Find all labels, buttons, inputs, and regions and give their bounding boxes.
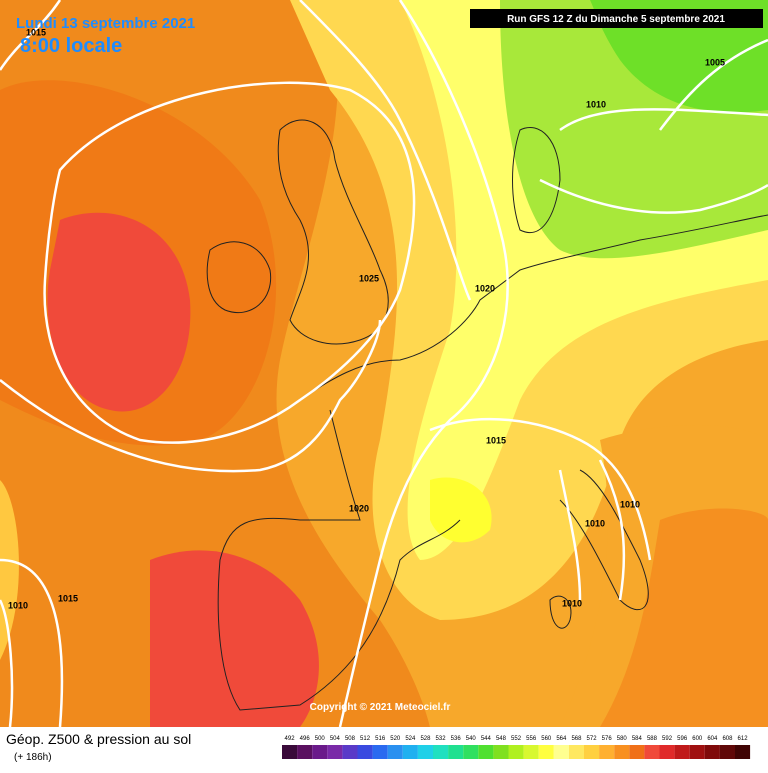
legend-value: 492 [285,736,296,742]
legend-value: 536 [451,736,462,742]
legend-value: 584 [632,736,643,742]
legend-value: 516 [375,736,386,742]
legend-swatch [372,745,388,759]
legend-swatch [614,745,630,759]
legend-value: 548 [496,736,507,742]
legend-swatch [599,745,615,759]
isobar-label: 1015 [26,27,46,37]
legend-swatch [704,745,720,759]
isobar-label: 1010 [620,499,640,509]
legend-value: 512 [360,736,371,742]
isobar-label: 1025 [359,273,379,283]
isobar-label: 1005 [705,57,725,67]
legend-swatch [448,745,464,759]
legend-value: 544 [481,736,492,742]
legend-value: 580 [617,736,628,742]
legend-value: 560 [541,736,552,742]
legend-value: 496 [300,736,311,742]
isobar-label: 1010 [585,518,605,528]
legend-swatch [402,745,418,759]
legend-value: 540 [466,736,477,742]
legend-swatch [312,745,328,759]
isobar-label: 1010 [8,600,28,610]
forecast-date: Lundi 13 septembre 2021 [16,15,195,32]
coastlines [206,119,768,711]
legend: 492 496 500 504 508 512 516 520 524 528 532 536 540 5… [282,736,751,759]
legend-swatch [297,745,313,759]
isobar-label: 1015 [58,593,78,603]
isobars [0,0,768,728]
isobar-label: 1020 [349,503,369,513]
legend-value: 592 [662,736,673,742]
legend-swatch [719,745,735,759]
legend-swatch [417,745,433,759]
legend-value: 524 [405,736,416,742]
legend-swatch [689,745,705,759]
legend-value: 556 [526,736,537,742]
legend-swatch [433,745,449,759]
legend-swatch [629,745,645,759]
legend-swatch [538,745,554,759]
run-info: Run GFS 12 Z du Dimanche 5 septembre 202… [507,14,725,25]
copyright: Copyright © 2021 Meteociel.fr [310,702,451,713]
legend-swatch [387,745,403,759]
legend-swatch [327,745,343,759]
legend-value: 528 [420,736,431,742]
legend-swatch [357,745,373,759]
legend-swatch [735,745,751,759]
legend-swatch [282,745,298,759]
legend-value: 564 [556,736,567,742]
legend-swatch [523,745,539,759]
legend-value: 500 [315,736,326,742]
legend-value: 604 [707,736,718,742]
isobar-label: 1010 [586,99,606,109]
legend-value: 612 [738,736,749,742]
footer-title: Géop. Z500 & pression au sol [6,731,191,747]
legend-swatch [674,745,690,759]
legend-swatch [553,745,569,759]
legend-value: 504 [330,736,341,742]
legend-value: 600 [692,736,703,742]
legend-value: 568 [571,736,582,742]
legend-value: 508 [345,736,356,742]
legend-swatch [478,745,494,759]
legend-swatch [342,745,358,759]
isobar-label: 1015 [486,435,506,445]
legend-value: 596 [677,736,688,742]
footer-lead: (+ 186h) [14,752,52,763]
legend-swatch [584,745,600,759]
isobar-label: 1020 [475,283,495,293]
legend-value: 520 [390,736,401,742]
legend-value: 588 [647,736,658,742]
legend-swatch [463,745,479,759]
legend-swatch [644,745,660,759]
legend-value: 532 [436,736,447,742]
legend-swatch [568,745,584,759]
isobar-label: 1010 [562,598,582,608]
legend-swatch [659,745,675,759]
legend-value: 608 [722,736,733,742]
legend-value: 576 [602,736,613,742]
legend-swatch [508,745,524,759]
legend-value: 552 [511,736,522,742]
legend-value: 572 [587,736,598,742]
legend-swatch [493,745,509,759]
forecast-time: 8:00 locale [20,35,122,57]
